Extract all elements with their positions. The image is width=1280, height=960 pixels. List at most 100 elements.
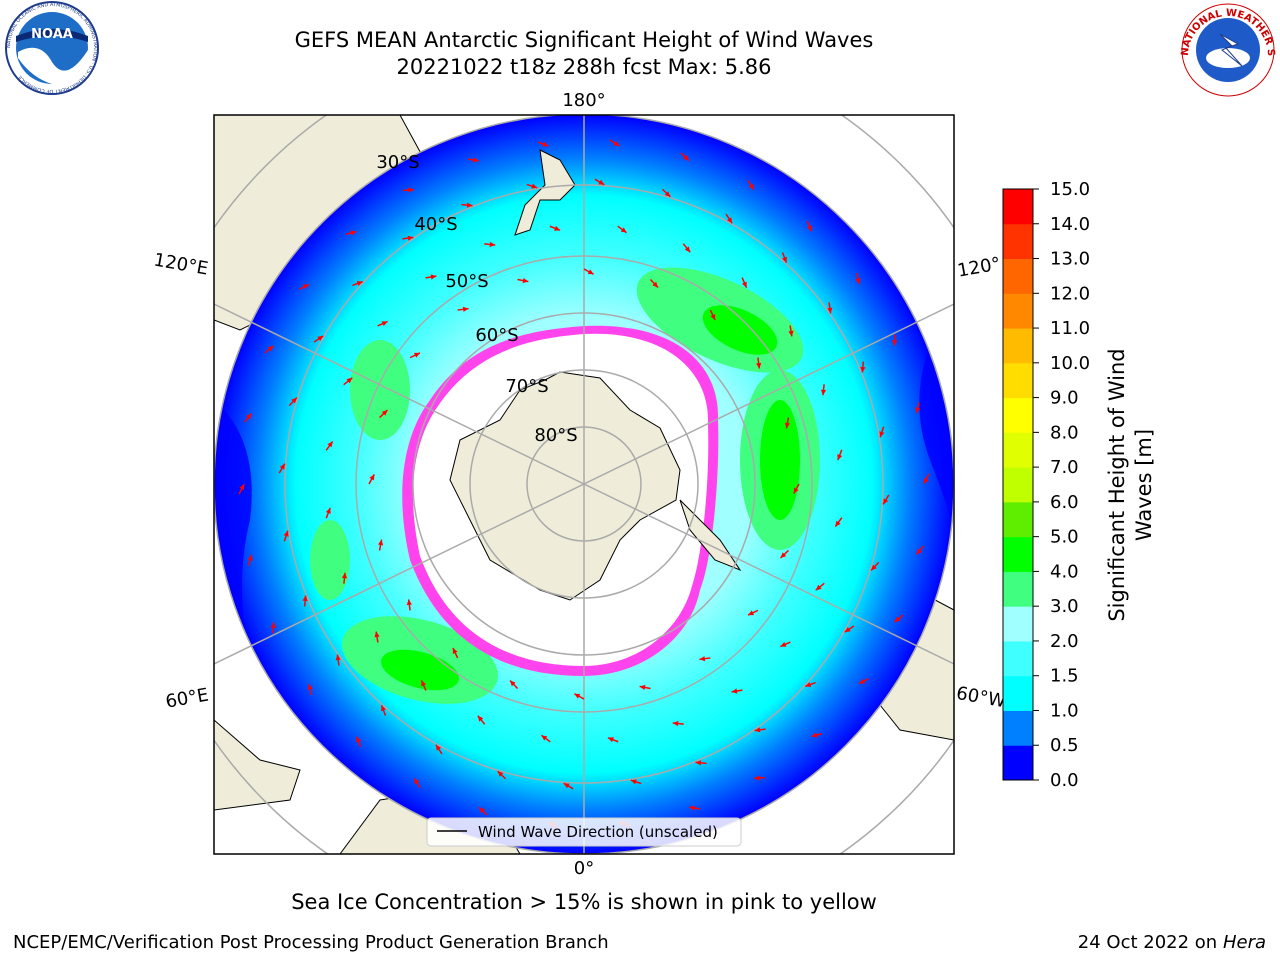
wind-wave-arrow-head bbox=[879, 431, 885, 438]
colorbar-tick-label: 13.0 bbox=[1050, 249, 1090, 270]
wind-wave-arrow-head bbox=[489, 241, 496, 248]
colorbar-tick-label: 1.0 bbox=[1050, 700, 1079, 721]
lat-label-70s: 70°S bbox=[505, 376, 548, 397]
colorbar-band bbox=[1003, 189, 1033, 225]
wind-wave-arrow-head bbox=[883, 498, 889, 505]
colorbar-band bbox=[1003, 606, 1033, 642]
wind-wave-arrow-head bbox=[639, 684, 646, 691]
wind-wave-arrow-head bbox=[613, 140, 620, 146]
wind-wave-arrow-head bbox=[695, 760, 702, 766]
wind-wave-arrow-head bbox=[915, 407, 921, 414]
wind-wave-arrow-head bbox=[815, 584, 822, 591]
wind-wave-arrow-head bbox=[784, 422, 791, 429]
footer-date-text: 24 Oct 2022 on bbox=[1077, 932, 1223, 953]
wind-wave-arrow-head bbox=[452, 647, 458, 654]
wind-wave-arrow-head bbox=[892, 340, 898, 346]
lat-label-40s: 40°S bbox=[414, 214, 457, 235]
wind-wave-arrow-head bbox=[374, 631, 380, 638]
lon-label-120w: 120° bbox=[956, 253, 1002, 281]
wind-wave-arrow-head bbox=[554, 225, 561, 231]
colorbar-band bbox=[1003, 362, 1033, 399]
colorbar-band bbox=[1003, 258, 1033, 294]
wind-wave-arrow-head bbox=[377, 539, 384, 546]
wind-wave-arrow-head bbox=[497, 771, 504, 777]
wind-wave-arrow-head bbox=[473, 157, 479, 163]
lon-label-0: 0° bbox=[574, 858, 594, 879]
wind-wave-arrow-head bbox=[664, 191, 671, 197]
nws-logo-icon: NATIONAL WEATHER SERVICE bbox=[1176, 0, 1276, 97]
wind-wave-arrow-head bbox=[279, 463, 285, 470]
footer-date: 24 Oct 2022 on Hera bbox=[1078, 932, 1266, 953]
wind-wave-arrow-head bbox=[855, 278, 861, 285]
wind-wave-arrow-head bbox=[510, 680, 516, 687]
wind-wave-arrow-head bbox=[541, 735, 548, 741]
colorbar-tick-label: 2.0 bbox=[1050, 631, 1079, 652]
footer-host: Hera bbox=[1222, 932, 1266, 953]
wind-wave-arrow-head bbox=[782, 256, 787, 263]
lon-label-180: 180° bbox=[562, 90, 605, 111]
colorbar-tick-label: 14.0 bbox=[1050, 214, 1090, 235]
wind-wave-arrow-head bbox=[871, 564, 877, 571]
lat-label-50s: 50°S bbox=[445, 271, 488, 292]
colorbar-tick-label: 5.0 bbox=[1050, 527, 1079, 548]
colorbar-band bbox=[1003, 223, 1033, 260]
wind-wave-arrow-head bbox=[414, 778, 420, 785]
wind-wave-arrow-head bbox=[302, 595, 308, 602]
colorbar: 0.0 0.5 1.0 1.5 2.0 3.0 4.0 5.0 6.0 7.0 8.0 9.0 10.0… bbox=[1002, 179, 1090, 791]
map-frame bbox=[213, 114, 955, 855]
wind-wave-arrow-head bbox=[270, 622, 276, 628]
wind-wave-arrow-head bbox=[542, 141, 549, 147]
wind-wave-arrow-head bbox=[916, 548, 922, 555]
lat-label-80s: 80°S bbox=[534, 425, 577, 446]
wind-wave-arrow-head bbox=[607, 737, 614, 743]
wind-wave-arrow-head bbox=[246, 413, 252, 420]
colorbar-tick-label: 4.0 bbox=[1050, 561, 1079, 582]
wind-wave-arrow-head bbox=[414, 352, 421, 358]
colorbar-tick-label: 0.0 bbox=[1050, 770, 1079, 791]
colorbar-tick-label: 6.0 bbox=[1050, 492, 1079, 513]
wind-wave-arrow-head bbox=[381, 410, 388, 416]
wind-wave-arrow-head bbox=[793, 487, 799, 494]
wind-wave-arrow-head bbox=[780, 641, 787, 647]
colorbar-band bbox=[1003, 328, 1033, 364]
wind-wave-arrow-head bbox=[563, 783, 570, 789]
lon-label-60e: 60°E bbox=[164, 684, 210, 712]
wind-wave-arrow-head bbox=[710, 314, 716, 321]
wind-wave-arrow-head bbox=[327, 441, 333, 448]
wind-wave-arrow-head bbox=[466, 202, 473, 208]
wind-wave-arrow-head bbox=[811, 732, 818, 738]
lon-label-60w: 60°W bbox=[955, 683, 1008, 712]
lon-label-120e: 120°E bbox=[152, 249, 210, 279]
wind-wave-arrow-head bbox=[522, 277, 529, 284]
noaa-logo-icon: NOAA NATIONAL OCEANIC AND ATMOSPHERIC AD… bbox=[5, 1, 99, 95]
wind-wave-arrow-head bbox=[531, 183, 538, 189]
colorbar-tick-label: 3.0 bbox=[1050, 596, 1079, 617]
colorbar-frame bbox=[1002, 188, 1034, 781]
wind-wave-arrow-head bbox=[479, 807, 485, 813]
new-zealand-land bbox=[514, 149, 576, 236]
footer-branch: NCEP/EMC/Verification Post Processing Pr… bbox=[13, 932, 609, 953]
wind-wave-arrow-head bbox=[747, 610, 754, 616]
wind-wave-arrows bbox=[238, 139, 930, 829]
wind-wave-arrow-head bbox=[620, 227, 627, 233]
wind-wave-arrow-head bbox=[837, 454, 843, 461]
wind-wave-arrow-head bbox=[805, 682, 812, 687]
wind-wave-arrow-head bbox=[630, 779, 637, 785]
plot-title: GEFS MEAN Antarctic Significant Height o… bbox=[294, 28, 874, 52]
colorbar-band bbox=[1003, 745, 1033, 781]
wind-wave-arrow-head bbox=[756, 362, 762, 369]
wind-wave-arrow-head bbox=[421, 680, 427, 687]
colorbar-band bbox=[1003, 432, 1033, 468]
wind-wave-arrow-head bbox=[408, 187, 414, 193]
wind-wave-arrow-head bbox=[356, 736, 362, 743]
wind-wave-arrow-head bbox=[307, 683, 313, 690]
sea-ice-caption: Sea Ice Concentration > 15% is shown in … bbox=[291, 890, 877, 914]
noaa-logo-text: NOAA bbox=[31, 27, 73, 42]
wind-wave-arrow-head bbox=[356, 281, 363, 286]
colorbar-band bbox=[1003, 501, 1033, 538]
colorbar-band bbox=[1003, 710, 1033, 746]
wind-wave-arrow-head bbox=[346, 377, 353, 384]
wind-wave-arrow-head bbox=[652, 281, 658, 288]
wind-wave-arrow-head bbox=[267, 345, 274, 352]
wind-wave-arrow-head bbox=[754, 727, 761, 733]
